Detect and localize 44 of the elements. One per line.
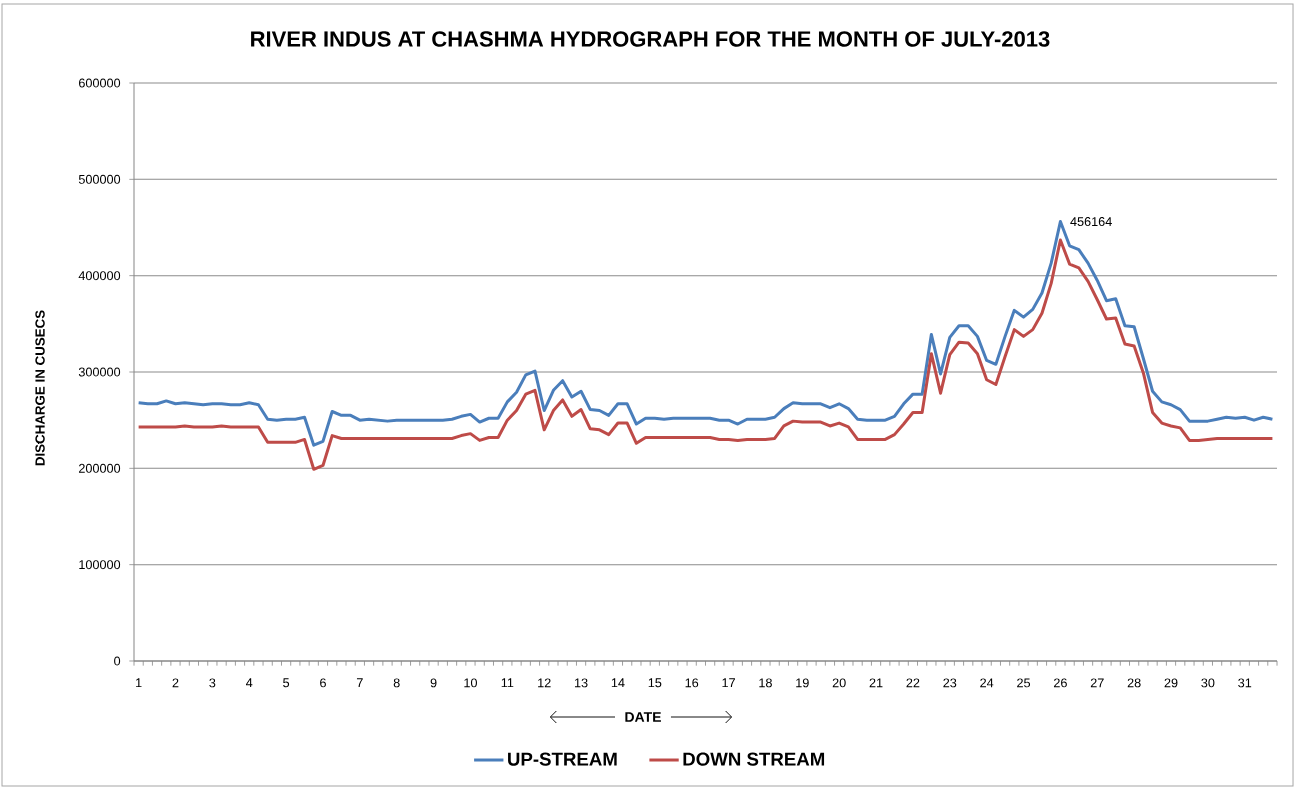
x-tick-label: 6 <box>320 678 326 688</box>
x-tick-label: 9 <box>430 678 437 688</box>
x-tick-label: 13 <box>574 678 588 688</box>
x-tick-label: 28 <box>1127 678 1141 688</box>
x-tick-label: 1 <box>136 678 142 688</box>
y-tick-label: 600000 <box>79 78 121 88</box>
x-tick-label: 24 <box>980 678 994 688</box>
legend-label: DOWN STREAM <box>683 752 825 766</box>
x-tick-label: 14 <box>611 678 625 688</box>
x-tick-label: 21 <box>869 678 883 688</box>
x-tick-label: 23 <box>943 678 957 688</box>
x-tick-label: 16 <box>685 678 699 688</box>
y-tick-label: 500000 <box>78 174 121 184</box>
y-tick-label: 100000 <box>79 560 121 570</box>
x-tick-label: 4 <box>246 678 253 688</box>
legend-label: UP-STREAM <box>508 752 617 766</box>
x-tick-label: 31 <box>1238 678 1252 688</box>
x-tick-label: 7 <box>356 678 363 688</box>
x-tick-label: 29 <box>1164 678 1178 688</box>
y-tick-label: 300000 <box>78 367 121 377</box>
x-axis-title: DATE <box>625 712 661 722</box>
x-tick-label: 8 <box>393 678 400 688</box>
x-tick-label: 30 <box>1201 678 1215 688</box>
y-tick-label: 200000 <box>78 463 121 473</box>
x-tick-label: 18 <box>759 678 772 688</box>
x-tick-label: 5 <box>283 678 290 688</box>
y-tick-label: 400000 <box>78 271 121 281</box>
x-tick-label: 25 <box>1017 678 1031 688</box>
x-tick-label: 22 <box>906 678 920 688</box>
x-tick-label: 20 <box>832 678 846 688</box>
x-tick-label: 26 <box>1053 678 1067 688</box>
y-tick-label: 0 <box>114 656 121 666</box>
x-tick-label: 17 <box>722 678 735 688</box>
x-tick-label: 10 <box>464 678 477 688</box>
chart-title: RIVER INDUS AT CHASHMA HYDROGRAPH FOR THE MONTH OF JULY-2013 <box>251 31 1050 47</box>
x-tick-label: 12 <box>538 678 551 688</box>
x-tick-label: 27 <box>1090 678 1104 688</box>
x-tick-label: 19 <box>796 678 809 688</box>
x-tick-label: 3 <box>209 678 216 688</box>
y-axis-title: DISCHARGE IN CUSECS <box>35 310 45 466</box>
x-tick-label: 11 <box>501 678 514 688</box>
x-tick-label: 2 <box>172 678 179 688</box>
data-label: 456164 <box>1070 217 1112 227</box>
x-tick-label: 15 <box>648 678 662 688</box>
